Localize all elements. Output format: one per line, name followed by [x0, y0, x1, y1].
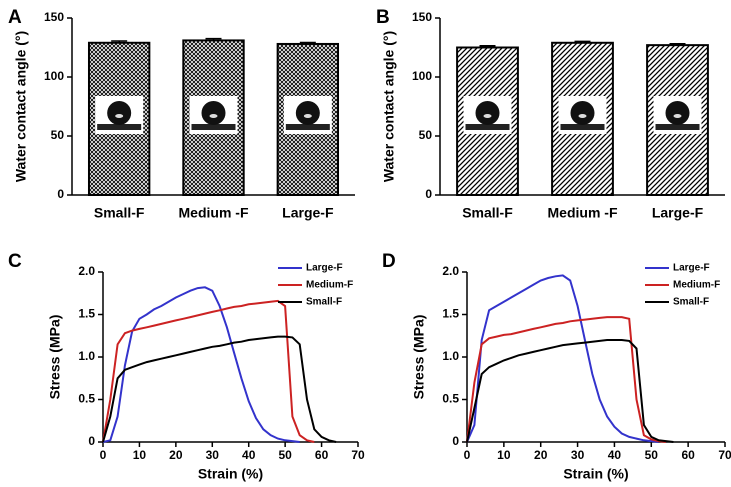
legend-label: Medium-F — [306, 280, 353, 291]
y-axis-label: Water contact angle (°) — [381, 31, 397, 182]
droplet-highlight — [483, 114, 492, 118]
y-tick-label: 0 — [425, 187, 432, 201]
droplet — [295, 101, 320, 125]
droplet-inset — [189, 96, 238, 134]
droplet-inset — [558, 96, 607, 134]
series-line — [466, 339, 674, 443]
series-line — [102, 299, 315, 443]
error-bar — [111, 40, 128, 43]
x-tick-label: Large-F — [652, 205, 704, 221]
substrate — [191, 124, 236, 130]
y-axis-label: Water contact angle (°) — [13, 31, 29, 182]
substrate — [655, 124, 700, 130]
error-bar — [574, 40, 591, 43]
error-bar — [669, 42, 686, 46]
series-line — [466, 274, 659, 443]
x-tick-label: 50 — [278, 448, 292, 462]
droplet-inset — [283, 96, 332, 134]
panel-label: D — [382, 251, 396, 272]
y-tick-label: 1.5 — [78, 307, 95, 321]
y-tick-label: 50 — [419, 128, 433, 142]
legend-label: Large-F — [673, 263, 710, 274]
y-tick-label: 0 — [452, 434, 459, 448]
substrate — [97, 124, 142, 130]
x-tick-label: Small-F — [462, 205, 513, 221]
x-tick-label: 40 — [242, 448, 256, 462]
series-line — [466, 316, 667, 443]
droplet — [570, 101, 595, 125]
x-tick-label: 70 — [718, 448, 731, 462]
x-tick-label: 10 — [133, 448, 147, 462]
droplet-highlight — [303, 114, 312, 118]
x-axis-label: Strain (%) — [198, 466, 263, 482]
droplet-inset — [95, 96, 144, 134]
panel-label: A — [8, 7, 22, 28]
y-tick-label: 0 — [88, 434, 95, 448]
error-bar — [299, 41, 316, 44]
x-tick-label: 30 — [206, 448, 220, 462]
substrate — [465, 124, 510, 130]
y-tick-label: 2.0 — [442, 264, 459, 278]
y-axis-label: Stress (MPa) — [47, 315, 63, 400]
x-tick-label: 0 — [100, 448, 107, 462]
y-tick-label: 100 — [44, 69, 64, 83]
x-tick-label: Small-F — [94, 205, 145, 221]
panel-label: B — [376, 7, 390, 28]
droplet — [201, 101, 226, 125]
y-tick-label: 1.0 — [442, 349, 459, 363]
droplet-highlight — [673, 114, 682, 118]
series-line — [102, 335, 337, 443]
y-tick-label: 0.5 — [442, 392, 459, 406]
y-tick-label: 50 — [51, 128, 65, 142]
droplet — [665, 101, 690, 125]
y-tick-label: 0 — [57, 187, 64, 201]
droplet-highlight — [209, 114, 218, 118]
x-tick-label: 60 — [681, 448, 695, 462]
droplet — [475, 101, 500, 125]
x-tick-label: 10 — [497, 448, 511, 462]
x-tick-label: Medium -F — [548, 205, 618, 221]
droplet-inset — [653, 96, 702, 134]
y-tick-label: 150 — [44, 10, 64, 24]
error-bar — [205, 37, 222, 41]
y-axis-label: Stress (MPa) — [411, 315, 427, 400]
panel-label: C — [8, 251, 22, 272]
x-tick-label: 30 — [571, 448, 585, 462]
x-tick-label: 50 — [645, 448, 659, 462]
y-tick-label: 0.5 — [78, 392, 95, 406]
x-tick-label: 20 — [169, 448, 183, 462]
legend-label: Small-F — [306, 297, 342, 308]
x-tick-label: 70 — [351, 448, 365, 462]
droplet — [107, 101, 132, 125]
x-tick-label: Medium -F — [179, 205, 249, 221]
droplet-highlight — [115, 114, 124, 118]
x-tick-label: Large-F — [282, 205, 334, 221]
y-tick-label: 150 — [412, 10, 432, 24]
legend-label: Small-F — [673, 297, 709, 308]
droplet-highlight — [578, 114, 587, 118]
y-tick-label: 2.0 — [78, 264, 95, 278]
legend-label: Large-F — [306, 263, 343, 274]
x-tick-label: 60 — [315, 448, 329, 462]
x-tick-label: 0 — [464, 448, 471, 462]
droplet-inset — [463, 96, 512, 134]
substrate — [560, 124, 605, 130]
y-tick-label: 100 — [412, 69, 432, 83]
series-line — [102, 286, 300, 443]
x-tick-label: 20 — [534, 448, 548, 462]
error-bar — [479, 44, 496, 48]
x-tick-label: 40 — [608, 448, 622, 462]
legend-label: Medium-F — [673, 280, 720, 291]
substrate — [285, 124, 330, 130]
y-tick-label: 1.0 — [78, 349, 95, 363]
x-axis-label: Strain (%) — [563, 466, 628, 482]
y-tick-label: 1.5 — [442, 307, 459, 321]
